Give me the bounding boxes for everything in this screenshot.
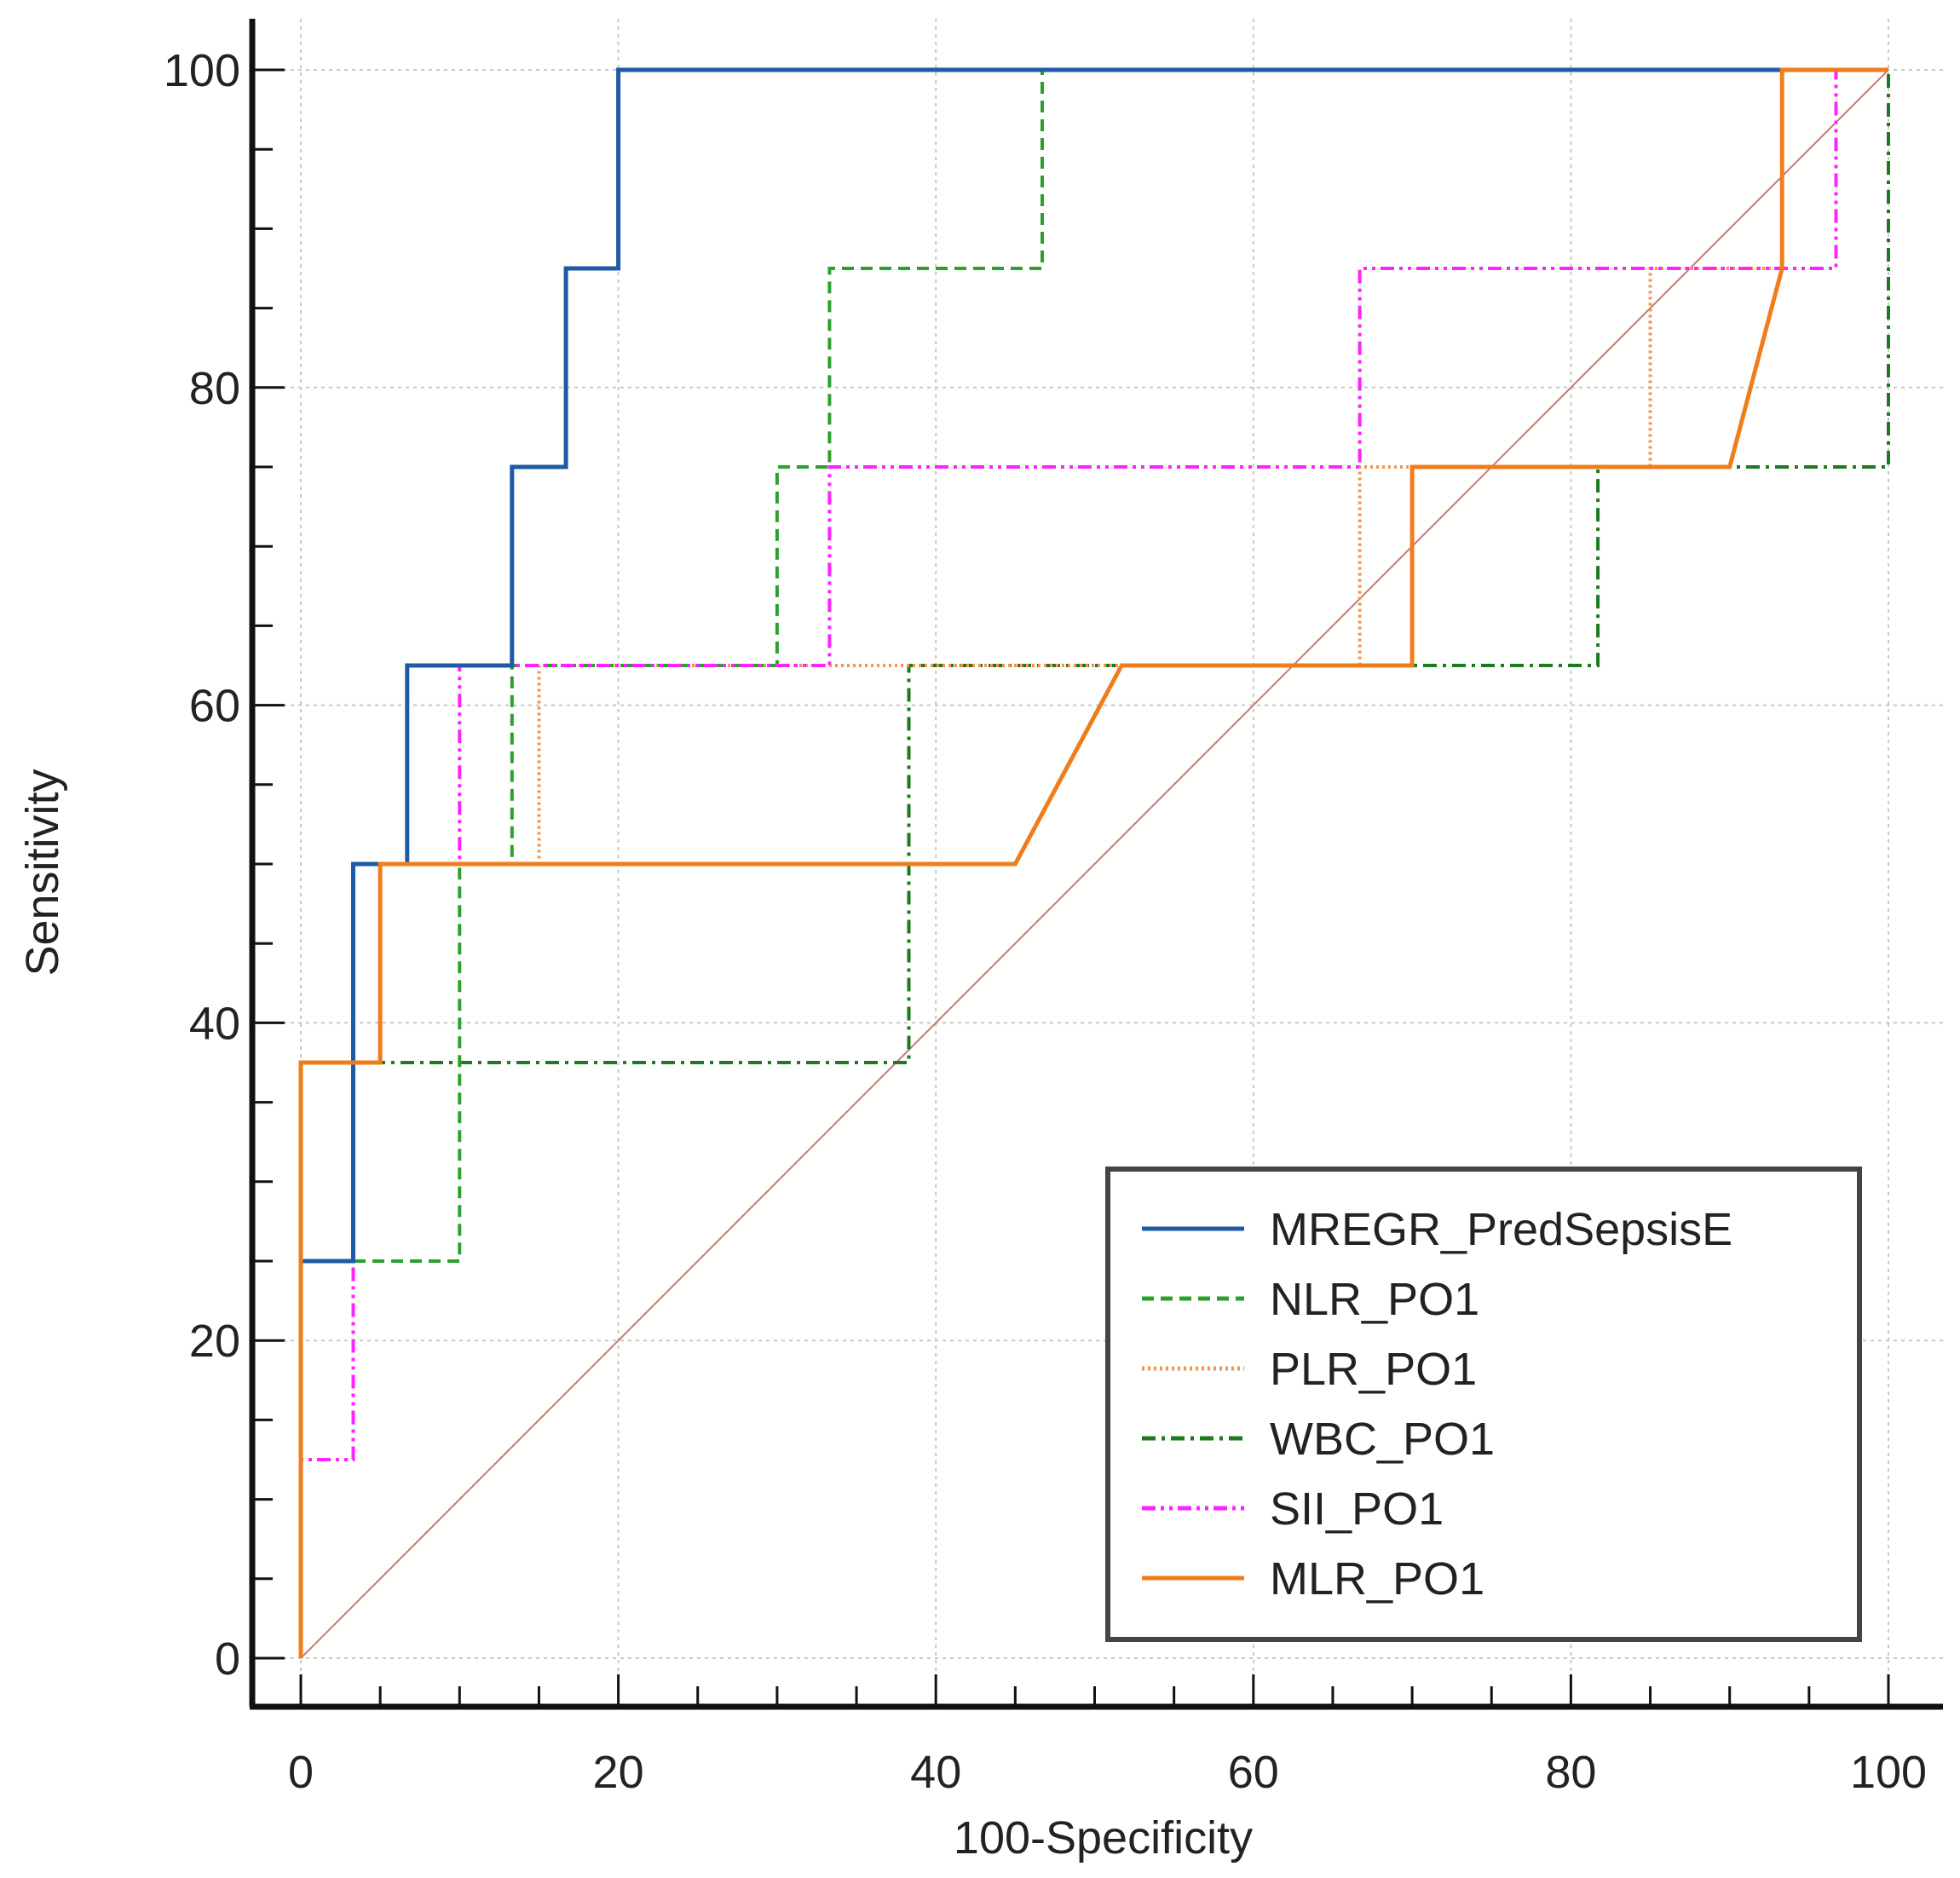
legend-label: MREGR_PredSepsisE: [1270, 1204, 1732, 1255]
y-axis-title: Sensitivity: [17, 769, 68, 976]
y-tick-label: 20: [189, 1316, 240, 1367]
legend-label: PLR_PO1: [1270, 1344, 1477, 1395]
x-tick-label: 40: [910, 1747, 961, 1798]
ticks: 0 20 40 60 80 100 0 20 40 60 80 100: [164, 45, 1927, 1798]
legend: MREGR_PredSepsisE NLR_PO1 PLR_PO1 WBC_PO1 SI…: [1105, 1167, 1862, 1642]
y-tick-label: 80: [189, 363, 240, 414]
x-tick-label: 20: [593, 1747, 644, 1798]
y-tick-label: 100: [164, 45, 240, 96]
legend-label: SII_PO1: [1270, 1483, 1444, 1535]
x-tick-label: 0: [288, 1747, 314, 1798]
series-line-mlr-po1: [298, 67, 1888, 1658]
y-tick-label: 40: [189, 998, 240, 1049]
legend-label: WBC_PO1: [1270, 1414, 1495, 1465]
series-layer: [298, 67, 1890, 1659]
x-tick-label: 60: [1228, 1747, 1279, 1798]
x-tick-label: 80: [1545, 1747, 1596, 1798]
legend-box: [1105, 1167, 1862, 1642]
legend-label: NLR_PO1: [1270, 1274, 1479, 1325]
x-tick-label: 100: [1850, 1747, 1927, 1798]
y-tick-label: 0: [215, 1633, 240, 1685]
x-axis-title: 100-Specificity: [954, 1812, 1253, 1864]
y-tick-label: 60: [189, 681, 240, 732]
series-line-sii-po1: [299, 68, 1888, 1658]
reference-diagonal-line: [300, 69, 1889, 1659]
legend-label: MLR_PO1: [1270, 1553, 1484, 1604]
series-line-mregr-predsepsise: [298, 67, 1888, 1658]
